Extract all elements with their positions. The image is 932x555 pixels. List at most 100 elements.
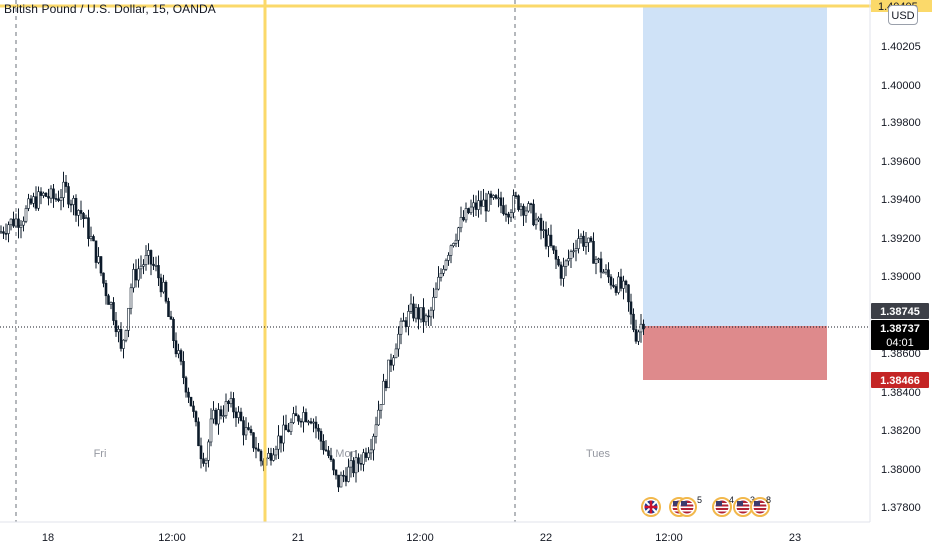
candle-body <box>287 429 290 432</box>
candle-body <box>239 411 243 421</box>
currency-button[interactable]: USD <box>888 5 918 25</box>
candle-body <box>249 429 253 433</box>
candle-body <box>24 208 28 222</box>
candle-body <box>117 329 120 333</box>
candle-body <box>474 202 478 210</box>
candle-body <box>34 196 38 209</box>
candle-body <box>459 216 463 229</box>
candle-body <box>364 452 368 458</box>
stop-price-badge <box>871 372 929 388</box>
candle-body <box>582 235 585 247</box>
candle-body <box>467 208 470 214</box>
candle-body <box>522 205 525 216</box>
candle-body <box>377 409 380 426</box>
candle-body <box>409 303 413 312</box>
economic-events-row[interactable]: 5 4 3 <box>641 495 771 517</box>
candle-body <box>69 203 73 206</box>
candle-body <box>247 427 250 430</box>
candle-body <box>132 269 135 289</box>
candle-body <box>387 359 390 389</box>
candle-body <box>32 196 35 204</box>
candle-body <box>29 198 33 204</box>
candle-body <box>334 469 338 476</box>
candle-body <box>549 234 553 247</box>
candle-body <box>559 264 563 279</box>
price-axis-ticks: 1.40205 1.40000 1.39800 1.39600 1.39400 1.392… <box>881 41 921 514</box>
candle-body <box>207 441 210 461</box>
candle-body <box>634 329 638 342</box>
candle-body <box>429 309 433 318</box>
candle-body <box>297 415 300 422</box>
candle-body <box>419 307 423 320</box>
candle-body <box>614 286 618 293</box>
candle-body <box>177 350 180 355</box>
candle-body <box>494 195 498 199</box>
candle-body <box>37 191 40 209</box>
time-axis-ticks: 18 12:00 21 12:00 22 12:00 23 <box>42 532 801 544</box>
candle-body <box>204 460 208 464</box>
candle-body <box>232 398 235 413</box>
candle-body <box>622 280 625 289</box>
candle-body <box>2 231 5 234</box>
candle-body <box>39 191 43 196</box>
candle-body <box>444 260 448 270</box>
candle-body <box>507 213 510 218</box>
candle-body <box>109 302 113 305</box>
candle-body <box>502 205 505 215</box>
candle-body <box>357 457 360 464</box>
candle-body <box>9 218 13 226</box>
candle-body <box>79 210 83 214</box>
us-flag-icon[interactable] <box>712 497 732 517</box>
us-flag-icon[interactable] <box>733 497 753 517</box>
candle-body <box>527 203 530 212</box>
us-flag-icon[interactable] <box>669 497 697 517</box>
event-count-3: 3 <box>750 495 755 505</box>
candle-body <box>84 217 88 220</box>
candle-body <box>257 448 260 452</box>
candle-body <box>224 401 228 416</box>
stop-loss-zone[interactable] <box>643 326 827 380</box>
uk-flag-icon[interactable] <box>641 497 661 517</box>
price-tick-label: 1.39400 <box>881 194 921 206</box>
candle-body <box>624 280 628 286</box>
candle-body <box>227 401 230 405</box>
candle-body <box>44 192 48 197</box>
event-count-4: 8 <box>766 495 771 505</box>
time-tick-label: 22 <box>540 532 552 544</box>
candle-body <box>609 276 613 286</box>
candle-body <box>597 258 600 261</box>
candle-body <box>167 300 170 317</box>
candle-body <box>627 284 630 303</box>
candle-body <box>349 460 353 468</box>
candle-body <box>629 301 633 315</box>
us-flag-icon[interactable] <box>750 497 770 517</box>
candle-body <box>472 202 475 208</box>
candle-body <box>404 320 408 327</box>
candle-body <box>102 272 105 284</box>
candle-body <box>394 348 398 359</box>
countdown-text: 04:01 <box>886 337 914 349</box>
candle-body <box>209 418 213 443</box>
current-price-badge <box>871 320 929 350</box>
candle-body <box>304 412 308 422</box>
candle-body <box>267 453 270 459</box>
candle-body <box>552 245 555 251</box>
candle-body <box>302 412 305 423</box>
candle-body <box>537 217 540 221</box>
candle-body <box>0 231 3 233</box>
candle-body <box>12 218 15 227</box>
candle-body <box>607 269 610 278</box>
price-axis[interactable] <box>871 0 932 522</box>
candle-body <box>487 193 490 212</box>
candle-body <box>484 199 488 212</box>
candle-body <box>574 248 578 252</box>
candle-body <box>59 197 63 201</box>
candle-body <box>602 271 605 274</box>
profit-target-zone[interactable] <box>643 6 827 326</box>
candle-body <box>119 329 123 349</box>
candle-body <box>197 421 200 447</box>
candle-body <box>332 459 335 471</box>
candle-body <box>279 435 283 444</box>
